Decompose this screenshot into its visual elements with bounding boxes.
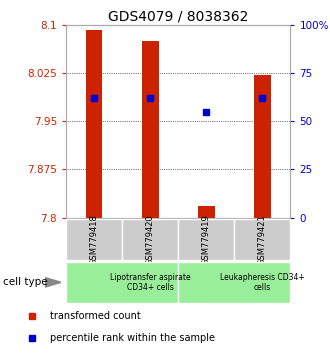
Text: GSM779420: GSM779420	[146, 215, 155, 265]
Bar	[234, 219, 290, 260]
Polygon shape	[45, 278, 61, 287]
Bar	[142, 41, 158, 218]
Bar	[122, 219, 178, 260]
Text: GSM779421: GSM779421	[258, 215, 267, 265]
Text: Lipotransfer aspirate
CD34+ cells: Lipotransfer aspirate CD34+ cells	[110, 273, 190, 292]
Bar	[66, 262, 178, 303]
Text: transformed count: transformed count	[50, 310, 141, 321]
Bar	[178, 219, 234, 260]
Text: GSM779419: GSM779419	[202, 215, 211, 265]
Bar	[178, 262, 290, 303]
Text: percentile rank within the sample: percentile rank within the sample	[50, 333, 215, 343]
Text: cell type: cell type	[3, 277, 48, 287]
Text: Leukapheresis CD34+
cells: Leukapheresis CD34+ cells	[220, 273, 305, 292]
Text: GSM779418: GSM779418	[89, 215, 99, 265]
Title: GDS4079 / 8038362: GDS4079 / 8038362	[108, 10, 248, 24]
Bar	[85, 30, 102, 218]
Bar	[198, 206, 214, 218]
Bar	[66, 219, 122, 260]
Bar	[254, 75, 271, 218]
